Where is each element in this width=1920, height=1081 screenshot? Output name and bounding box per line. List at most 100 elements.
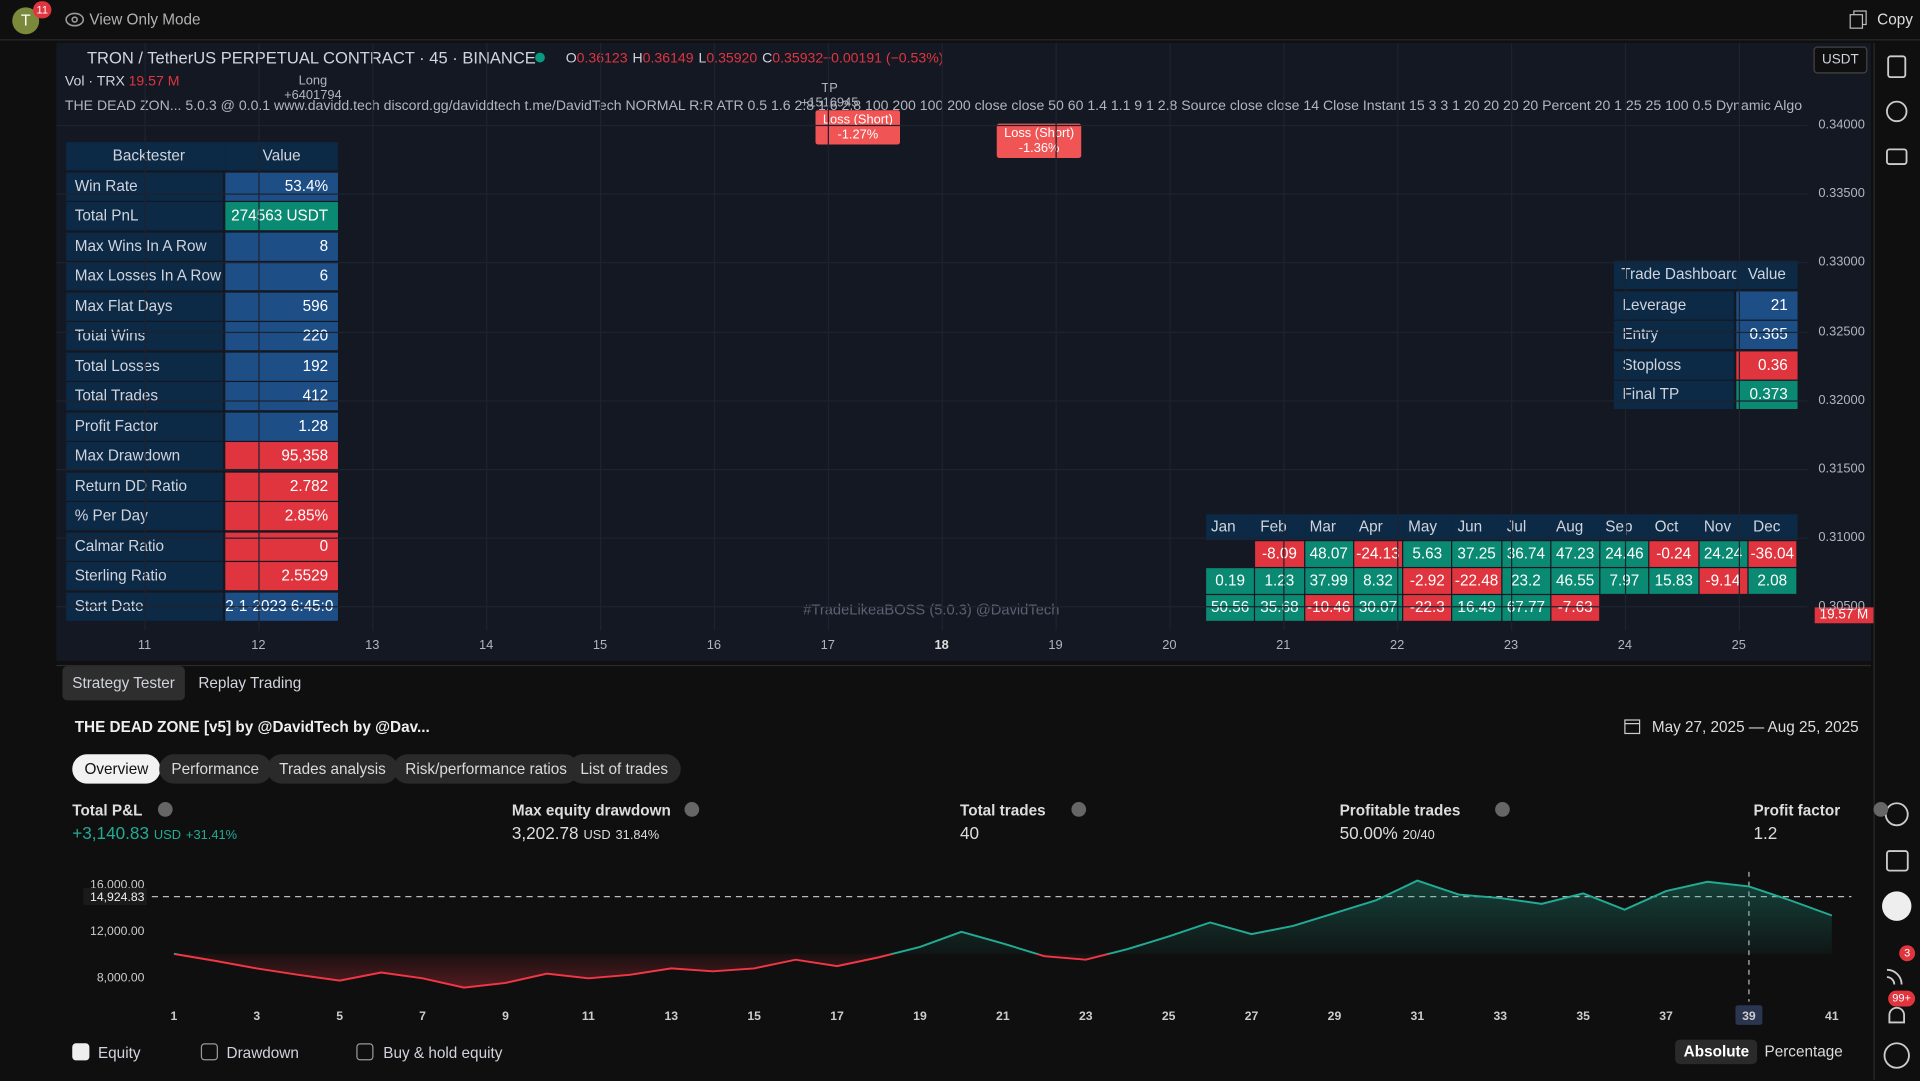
month-header: Jun (1452, 514, 1502, 540)
checkbox[interactable] (72, 1043, 90, 1061)
subtab[interactable]: Risk/performance ratios (393, 754, 580, 784)
date-tick-label: 22 (1389, 637, 1405, 653)
price-grid-line (56, 400, 1808, 402)
stat-row: 40 (960, 823, 984, 843)
date-grid-line (827, 42, 829, 631)
month-cell: 15.83 (1649, 568, 1698, 594)
price-tick-label: 0.32500 (1818, 323, 1865, 339)
stat-label: Profit factor (1753, 802, 1841, 820)
trade-label: TP +1516945 (793, 78, 865, 112)
trade-label-text: Loss (Short) (1004, 126, 1075, 141)
info-icon (1494, 802, 1510, 817)
date-tick-label: 21 (1276, 637, 1291, 653)
mode[interactable]: Absolute (1675, 1039, 1758, 1065)
notification-badge: 11 (33, 1, 52, 19)
x-tick-label: 21 (996, 1009, 1010, 1023)
ohlc: O0.36123 H0.36149 L0.35920 C0.35932 (566, 51, 828, 66)
table-value: 274563 USDT (225, 202, 338, 231)
date-tick-label: 13 (365, 637, 380, 653)
table-value: 21 (1736, 290, 1798, 319)
table-label: Stoploss (1613, 350, 1734, 379)
price-grid-line (56, 468, 1808, 471)
table-label: Final TP (1613, 380, 1734, 409)
date-grid-line (1397, 42, 1399, 631)
subtab[interactable]: Trades analysis (266, 754, 399, 784)
badge: 99+ (1888, 990, 1916, 1007)
month-cell: 24.46 (1600, 541, 1649, 567)
date-grid-line (600, 42, 602, 631)
mode[interactable]: Percentage (1764, 1043, 1843, 1061)
volume-value: 19.57 M (128, 74, 180, 90)
ohlc-value: 0.36149 (642, 51, 694, 67)
indicator-line: THE DEAD ZON... 5.0.3 @ 0.0.1 www.davidd… (64, 99, 1804, 114)
date-grid-line (713, 42, 716, 631)
month-cell: -8.09 (1255, 541, 1304, 567)
month-header: Oct (1649, 514, 1699, 540)
date-tick-label: 15 (592, 637, 608, 653)
legend-entry[interactable]: Buy & hold equity (383, 1044, 503, 1062)
subtab[interactable]: List of trades (568, 754, 681, 784)
ohlc-value: 0.35932 (772, 51, 824, 67)
live-dot (535, 52, 545, 63)
x-tick-label: 33 (1493, 1009, 1507, 1023)
checkbox[interactable] (356, 1043, 374, 1061)
table-value: 2.85% (225, 502, 338, 531)
table-value: 412 (225, 382, 338, 411)
month-cell: 67.77 (1501, 595, 1550, 621)
price-grid-line (56, 331, 1808, 333)
table-header: Trade Dashboard (1613, 260, 1740, 289)
calendar-icon (1624, 719, 1641, 735)
stat-extra: +31.41% (185, 827, 238, 843)
month-header: Dec (1748, 514, 1798, 540)
ohlc-key: H (632, 51, 643, 67)
trade-label: Loss (Short) -1.27% (815, 110, 901, 145)
trade-label-detail: -1.36% (1018, 140, 1060, 156)
price-grid-line (56, 537, 1808, 540)
checkbox[interactable] (200, 1043, 218, 1061)
legend-entry[interactable]: Equity (97, 1044, 141, 1062)
equity-area (173, 880, 1832, 988)
tab[interactable]: Strategy Tester (62, 666, 185, 701)
x-tick-label: 15 (747, 1009, 761, 1023)
ohlc-key: O (565, 51, 577, 67)
month-cell: 5.63 (1403, 541, 1452, 567)
x-tick-label: 29 (1328, 1009, 1342, 1023)
price-tick-label: 0.33500 (1818, 186, 1865, 202)
sidebar-icons (1882, 55, 1912, 1069)
date-grid-line (1624, 42, 1627, 631)
x-tick-label: 27 (1245, 1009, 1259, 1023)
trade-label: Loss (Short) -1.36% (996, 123, 1082, 158)
tab[interactable]: Replay Trading (198, 674, 302, 692)
price-grid-line (56, 124, 1808, 127)
info-icon (1873, 802, 1889, 817)
stat-row: 1.2 (1753, 823, 1782, 843)
stat-extra: 20/40 (1402, 827, 1435, 843)
month-cell: 23.2 (1501, 568, 1550, 594)
view-mode[interactable]: View Only Mode (89, 11, 201, 29)
y-tick-label: 8,000.00 (97, 970, 145, 984)
price-grid-line (56, 262, 1808, 264)
price-grid-line (56, 606, 1808, 608)
currency-select[interactable]: USDT (1813, 46, 1868, 74)
month-cell: 47.23 (1551, 541, 1600, 567)
month-header: Jan (1206, 514, 1256, 540)
subtab[interactable]: Overview (72, 754, 161, 784)
trade-label-text: Long (298, 73, 328, 89)
price-tick-label: 0.34000 (1818, 117, 1865, 133)
month-cell: 8.32 (1353, 568, 1403, 594)
date-range[interactable]: May 27, 2025 — Aug 25, 2025 (1651, 718, 1859, 736)
x-tick-label: 41 (1825, 1009, 1839, 1023)
trade-label-detail: +6401794 (284, 88, 342, 103)
table-value: 6 (225, 262, 338, 291)
subtab[interactable]: Performance (159, 754, 272, 784)
trade-label-text: TP (821, 80, 838, 96)
table-value: 2.5529 (225, 562, 338, 591)
strategy-title[interactable]: THE DEAD ZONE [v5] by @DavidTech by @Dav… (74, 718, 430, 736)
stat-label: Total trades (960, 802, 1046, 820)
copy-button[interactable]: Copy (1877, 11, 1913, 29)
table-value: 1.28 (225, 412, 338, 441)
month-cell: 48.07 (1304, 541, 1353, 567)
legend-entry[interactable]: Drawdown (226, 1044, 299, 1062)
